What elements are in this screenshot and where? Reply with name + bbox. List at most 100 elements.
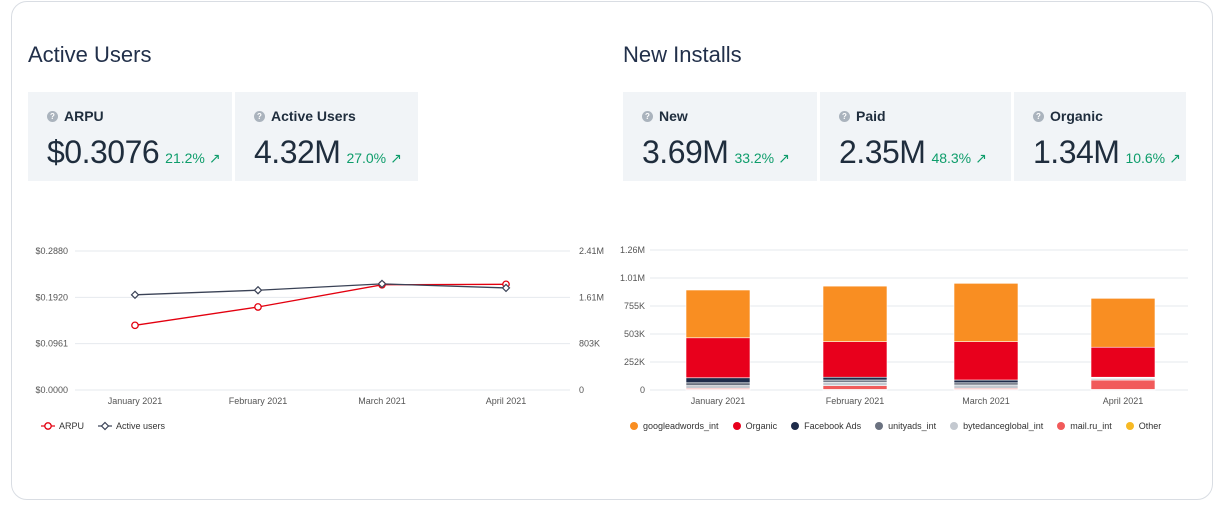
trend-up-icon: ↗ — [1169, 150, 1181, 166]
help-circle-icon[interactable]: ? — [1033, 110, 1044, 122]
bar-segment[interactable] — [822, 285, 888, 342]
data-point[interactable] — [254, 303, 262, 311]
x-tick-label: February 2021 — [826, 396, 885, 406]
legend-dot-icon — [1057, 422, 1066, 430]
line-chart-legend: ARPU Active users — [41, 421, 179, 431]
card-label: Active Users — [271, 108, 356, 124]
help-circle-icon[interactable]: ? — [47, 110, 58, 122]
y-left-tick-label: $0.2880 — [35, 246, 68, 256]
legend-item[interactable]: unityads_int — [875, 421, 936, 431]
legend-label: mail.ru_int — [1070, 421, 1112, 431]
card-change: 21.2% — [165, 150, 205, 166]
diamond-marker-icon — [98, 421, 113, 431]
x-tick-label: March 2021 — [962, 396, 1010, 406]
y-tick-label: 0 — [640, 385, 645, 395]
new-installs-chart: 0 252K 503K 755K 1.01M 1.26M January 2021 Febru… — [620, 245, 1188, 406]
bar-segment[interactable] — [822, 376, 888, 381]
legend-label: ARPU — [59, 421, 85, 431]
card-label: New — [659, 108, 688, 124]
series-line — [134, 283, 507, 326]
help-circle-icon[interactable]: ? — [254, 110, 265, 122]
new-installs-title: New Installs — [623, 42, 742, 67]
bar-segment[interactable] — [822, 341, 888, 378]
x-tick-label: April 2021 — [486, 396, 527, 406]
active-users-title: Active Users — [28, 42, 152, 67]
trend-up-icon: ↗ — [975, 150, 987, 166]
legend-dot-icon — [630, 422, 638, 430]
trend-up-icon: ↗ — [778, 150, 790, 166]
y-left-tick-label: $0.0961 — [35, 339, 68, 349]
bar-segment[interactable] — [1090, 346, 1156, 378]
card-value: 2.35M — [839, 134, 926, 170]
card-label: Organic — [1050, 108, 1103, 124]
x-tick-label: April 2021 — [1103, 396, 1144, 406]
y-tick-label: 1.01M — [620, 273, 645, 283]
new-card: ? New 3.69M 33.2% ↗ — [623, 92, 817, 181]
y-right-tick-label: 2.41M — [579, 246, 604, 256]
organic-card: ? Organic 1.34M 10.6% ↗ — [1014, 92, 1186, 181]
y-right-tick-label: 803K — [579, 339, 600, 349]
bar-segment[interactable] — [953, 384, 1019, 389]
bar-segment[interactable] — [822, 379, 888, 383]
bar-chart-legend: googleadwords_int Organic Facebook Ads unit… — [630, 421, 1175, 431]
legend-label: bytedanceglobal_int — [963, 421, 1044, 431]
arpu-card: ? ARPU $0.3076 21.2% ↗ — [28, 92, 232, 181]
y-right-tick-label: 0 — [579, 385, 584, 395]
x-tick-label: January 2021 — [108, 396, 163, 406]
legend-item[interactable]: googleadwords_int — [630, 421, 719, 431]
legend-item-arpu[interactable]: ARPU — [41, 421, 84, 431]
legend-item[interactable]: Other — [1125, 421, 1162, 431]
bar-segment[interactable] — [685, 377, 751, 384]
data-point[interactable] — [377, 279, 387, 289]
data-point[interactable] — [253, 285, 263, 295]
bar-segment[interactable] — [685, 337, 751, 379]
bar-segment[interactable] — [953, 341, 1019, 381]
circle-marker-icon — [41, 422, 55, 430]
y-right-tick-label: 1.61M — [579, 292, 604, 302]
bar-segment[interactable] — [822, 381, 888, 386]
paid-card: ? Paid 2.35M 48.3% ↗ — [820, 92, 1011, 181]
legend-label: Other — [1138, 421, 1162, 431]
legend-label: Facebook Ads — [804, 421, 862, 431]
trend-up-icon: ↗ — [390, 150, 402, 166]
card-change: 27.0% — [346, 150, 387, 166]
card-change: 33.2% — [734, 150, 775, 166]
y-tick-label: 755K — [624, 301, 645, 311]
series-line — [134, 283, 507, 296]
card-change: 48.3% — [931, 150, 972, 166]
bar-segment[interactable] — [685, 382, 751, 386]
bar-segment[interactable] — [953, 382, 1019, 386]
data-point[interactable] — [501, 283, 511, 293]
legend-item[interactable]: bytedanceglobal_int — [950, 421, 1043, 431]
card-change: 10.6% — [1125, 150, 1166, 166]
bar-segment[interactable] — [953, 283, 1019, 342]
bar-segment[interactable] — [685, 289, 751, 339]
card-label: Paid — [856, 108, 886, 124]
legend-dot-icon — [791, 422, 800, 430]
y-left-tick-label: $0.1920 — [35, 292, 68, 302]
data-point[interactable] — [131, 321, 139, 330]
legend-item[interactable]: mail.ru_int — [1057, 421, 1112, 431]
bar-segment[interactable] — [953, 379, 1019, 384]
y-tick-label: 503K — [624, 329, 645, 339]
bar-segment[interactable] — [685, 385, 751, 389]
bar-segment[interactable] — [822, 385, 888, 390]
help-circle-icon[interactable]: ? — [839, 110, 850, 122]
bar-segment[interactable] — [1090, 298, 1156, 348]
help-circle-icon[interactable]: ? — [642, 110, 653, 122]
x-tick-label: March 2021 — [358, 396, 406, 406]
legend-item-active-users[interactable]: Active users — [98, 421, 165, 431]
data-point[interactable] — [130, 290, 140, 300]
legend-dot-icon — [950, 422, 959, 430]
legend-label: googleadwords_int — [643, 421, 719, 431]
arpu-active-users-chart: $0.0000 0 $0.0961 803K $0.1920 1.61M $0.2880 2.… — [35, 246, 604, 406]
legend-label: Active users — [116, 421, 166, 431]
card-value: 1.34M — [1033, 134, 1120, 170]
x-tick-label: January 2021 — [691, 396, 746, 406]
legend-label: Organic — [745, 421, 778, 431]
legend-item[interactable]: Facebook Ads — [791, 421, 861, 431]
legend-item[interactable]: Organic — [732, 421, 778, 431]
bar-segment[interactable] — [1090, 379, 1156, 390]
active-users-card: ? Active Users 4.32M 27.0% ↗ — [235, 92, 418, 181]
y-left-tick-label: $0.0000 — [35, 385, 68, 395]
